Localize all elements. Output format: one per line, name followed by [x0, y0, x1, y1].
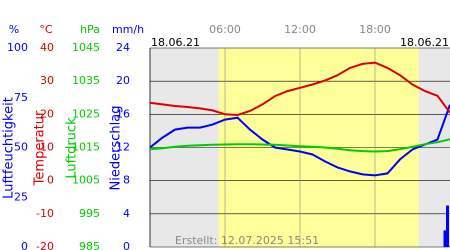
y-tick-label: 40 [40, 41, 54, 54]
y-tick-label: 995 [79, 207, 100, 220]
date-right: 18.06.21 [400, 36, 449, 49]
created-note: Erstellt: 12.07.2025 15:51 [175, 234, 319, 247]
y-tick-label: 1005 [72, 174, 100, 187]
series-line [149, 104, 450, 177]
series-line [149, 61, 450, 117]
y-tick-label: 20 [116, 74, 130, 87]
y-tick-label: 30 [40, 74, 54, 87]
y-tick-label: 16 [116, 107, 130, 120]
x-tick-label: 06:00 [209, 23, 241, 36]
y-tick-label: 985 [79, 240, 100, 250]
axis-name: Temperatur [33, 110, 48, 186]
x-tick-label: 18:00 [359, 23, 391, 36]
x-tick-label: 12:00 [284, 23, 316, 36]
y-tick-label: 0 [21, 240, 28, 250]
axis-name: Luftdruck [65, 117, 80, 179]
axis-unit: % [9, 23, 19, 36]
y-tick-label: 75 [14, 91, 28, 104]
date-left: 18.06.21 [151, 36, 200, 49]
series-line [149, 138, 450, 153]
y-tick-label: 20 [40, 107, 54, 120]
axis-unit: hPa [80, 23, 100, 36]
y-tick-label: 25 [14, 190, 28, 203]
precip-bar [446, 205, 449, 247]
y-tick-label: -20 [36, 240, 54, 250]
y-tick-label: 1045 [72, 41, 100, 54]
y-tick-label: 4 [123, 207, 130, 220]
axis-unit: mm/h [112, 23, 144, 36]
y-tick-label: -10 [36, 207, 54, 220]
precip-bar [443, 230, 447, 247]
y-tick-label: 100 [7, 41, 28, 54]
y-tick-label: 0 [123, 240, 130, 250]
axis-name: Niederschlag [109, 106, 124, 191]
y-tick-label: 0 [47, 174, 54, 187]
axis-unit: °C [39, 23, 53, 36]
y-tick-label: 50 [14, 141, 28, 154]
y-tick-label: 12 [116, 141, 130, 154]
y-tick-label: 8 [123, 174, 130, 187]
y-tick-label: 1025 [72, 107, 100, 120]
axis-name: Luftfeuchtigkeit [2, 97, 17, 199]
y-tick-label: 1035 [72, 74, 100, 87]
y-tick-label: 24 [116, 41, 130, 54]
y-tick-label: 1015 [72, 141, 100, 154]
y-tick-label: 10 [40, 141, 54, 154]
